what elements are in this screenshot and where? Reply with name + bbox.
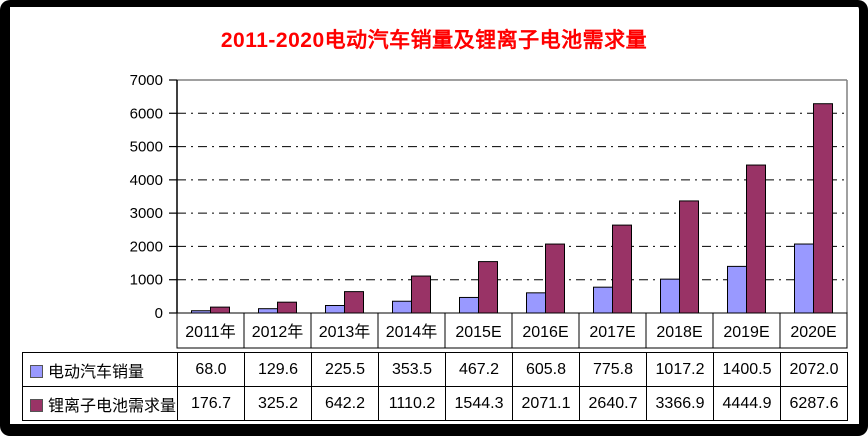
y-axis-label: 6000 xyxy=(130,105,163,122)
bar-series-0 xyxy=(727,265,747,314)
y-axis-label: 0 xyxy=(155,305,163,322)
value-cell: 4444.9 xyxy=(713,386,781,421)
bar-series-0 xyxy=(794,243,814,314)
series-name: 锂离子电池需求量 xyxy=(48,397,177,415)
category-label: 2011年 xyxy=(185,323,235,341)
y-axis-label: 2000 xyxy=(130,238,163,255)
legend-color-swatch-icon xyxy=(30,398,43,412)
data-table: 电动汽车销量 68.0 129.6 225.5 353.5 467.2 605.8 775.8… xyxy=(22,352,848,421)
y-axis-label: 4000 xyxy=(130,172,163,189)
category-label: 2020E xyxy=(790,324,836,341)
bar-series-1 xyxy=(277,301,297,314)
y-axis-label: 1000 xyxy=(130,272,163,289)
value-cell: 467.2 xyxy=(445,352,513,387)
bar-series-0 xyxy=(258,308,278,314)
bar-series-1 xyxy=(813,103,833,314)
category-label: 2018E xyxy=(656,324,702,341)
bar-series-1 xyxy=(210,306,230,314)
bar-series-1 xyxy=(478,261,498,314)
category-label: 2014年 xyxy=(386,323,438,341)
value-cell: 3366.9 xyxy=(646,386,714,421)
value-cell: 225.5 xyxy=(311,352,379,387)
value-cell: 605.8 xyxy=(512,352,580,387)
y-axis-label: 7000 xyxy=(130,72,163,89)
category-label: 2015E xyxy=(455,324,501,341)
category-label: 2013年 xyxy=(319,323,371,341)
category-cell xyxy=(779,312,848,349)
category-label: 2012年 xyxy=(252,323,304,341)
value-cell: 176.7 xyxy=(177,386,245,421)
bar-series-1 xyxy=(344,291,364,314)
chart-title: 2011-2020电动汽车销量及锂离子电池需求量 xyxy=(220,29,648,52)
bar-series-0 xyxy=(459,296,479,314)
y-axis-label: 3000 xyxy=(130,205,163,222)
value-cell: 1017.2 xyxy=(646,352,714,387)
bar-chart-plot: 0 1000 2000 3000 4000 5000 6000 7000 2011年 2012年 2… xyxy=(130,72,848,349)
value-cell: 2071.1 xyxy=(512,386,580,421)
value-cell: 129.6 xyxy=(244,352,312,387)
bar-series-0 xyxy=(526,292,546,314)
value-cell: 325.2 xyxy=(244,386,312,421)
table-row: 电动汽车销量 68.0 129.6 225.5 353.5 467.2 605.8 775.8… xyxy=(22,352,848,387)
value-cell: 353.5 xyxy=(378,352,446,387)
value-cell: 68.0 xyxy=(177,352,245,387)
value-cell: 642.2 xyxy=(311,386,379,421)
value-cell: 1544.3 xyxy=(445,386,513,421)
series-label-cell: 电动汽车销量 xyxy=(22,352,178,387)
bar-series-1 xyxy=(679,200,699,314)
category-label: 2016E xyxy=(522,324,568,341)
bar-series-1 xyxy=(746,164,766,314)
bar-series-1 xyxy=(612,224,632,314)
bar-series-0 xyxy=(660,278,680,314)
bar-series-0 xyxy=(325,304,345,314)
bar-series-0 xyxy=(593,286,613,314)
series-name: 电动汽车销量 xyxy=(48,363,145,381)
value-cell: 2640.7 xyxy=(579,386,647,421)
y-axis-label: 5000 xyxy=(130,139,163,156)
legend-color-swatch-icon xyxy=(30,364,43,378)
bar-series-1 xyxy=(545,243,565,314)
bar-series-0 xyxy=(392,300,412,314)
value-cell: 1110.2 xyxy=(378,386,446,421)
category-label: 2019E xyxy=(723,324,769,341)
value-cell: 6287.6 xyxy=(780,386,848,421)
table-row: 锂离子电池需求量 176.7 325.2 642.2 1110.2 1544.3 2071.… xyxy=(22,386,848,421)
value-cell: 1400.5 xyxy=(713,352,781,387)
value-cell: 2072.0 xyxy=(780,352,848,387)
value-cell: 775.8 xyxy=(579,352,647,387)
series-label-cell: 锂离子电池需求量 xyxy=(22,386,178,421)
bar-series-1 xyxy=(411,275,431,314)
category-label: 2017E xyxy=(589,324,635,341)
